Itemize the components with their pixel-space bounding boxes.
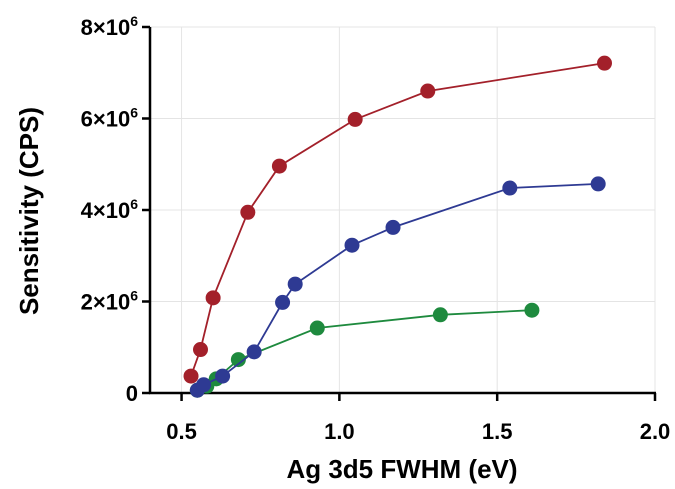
series-3-point <box>309 320 325 336</box>
y-tick-label: 2×106 <box>81 288 139 315</box>
series-2-point <box>344 237 360 253</box>
series-1-point <box>205 290 221 306</box>
series-2-point <box>275 294 291 310</box>
series-2-point <box>590 176 606 192</box>
y-tick-label: 0 <box>126 381 138 406</box>
data-series <box>183 55 612 398</box>
series-2-point <box>287 276 303 292</box>
series-2-point <box>196 377 212 393</box>
series-1-point <box>240 204 256 220</box>
tick-labels: 0.5 1.0 1.5 2.0 0 2×106 4×106 6×106 8×106 <box>81 13 671 444</box>
x-tick-label: 1.0 <box>324 419 355 444</box>
series-2-point <box>502 180 518 196</box>
series-3 <box>189 302 540 398</box>
series-1 <box>183 55 612 384</box>
y-tick-label: 4×106 <box>81 196 139 223</box>
series-1-point <box>193 342 208 358</box>
series-1-point <box>183 368 199 384</box>
series-3-point <box>432 307 448 323</box>
series-3-point <box>524 302 540 318</box>
series-2-point <box>385 219 401 235</box>
series-1-line <box>190 62 605 377</box>
grid <box>150 26 656 393</box>
x-tick-label: 1.5 <box>482 419 513 444</box>
series-1-point <box>347 111 363 127</box>
series-1-point <box>420 83 436 99</box>
y-axis-label: Sensitivity (CPS) <box>14 107 44 315</box>
series-2 <box>189 176 606 398</box>
y-tick-label: 8×106 <box>81 13 139 40</box>
series-1-point <box>597 55 612 71</box>
series-2-point <box>215 368 231 384</box>
series-2-point <box>246 344 262 360</box>
series-1-point <box>271 158 287 174</box>
series-3-point <box>230 352 246 368</box>
y-tick-label: 6×106 <box>81 105 139 132</box>
x-axis-label: Ag 3d5 FWHM (eV) <box>286 454 517 484</box>
axes <box>142 25 657 401</box>
series-2-line <box>196 183 599 391</box>
x-tick-label: 2.0 <box>640 419 671 444</box>
x-tick-label: 0.5 <box>166 419 197 444</box>
